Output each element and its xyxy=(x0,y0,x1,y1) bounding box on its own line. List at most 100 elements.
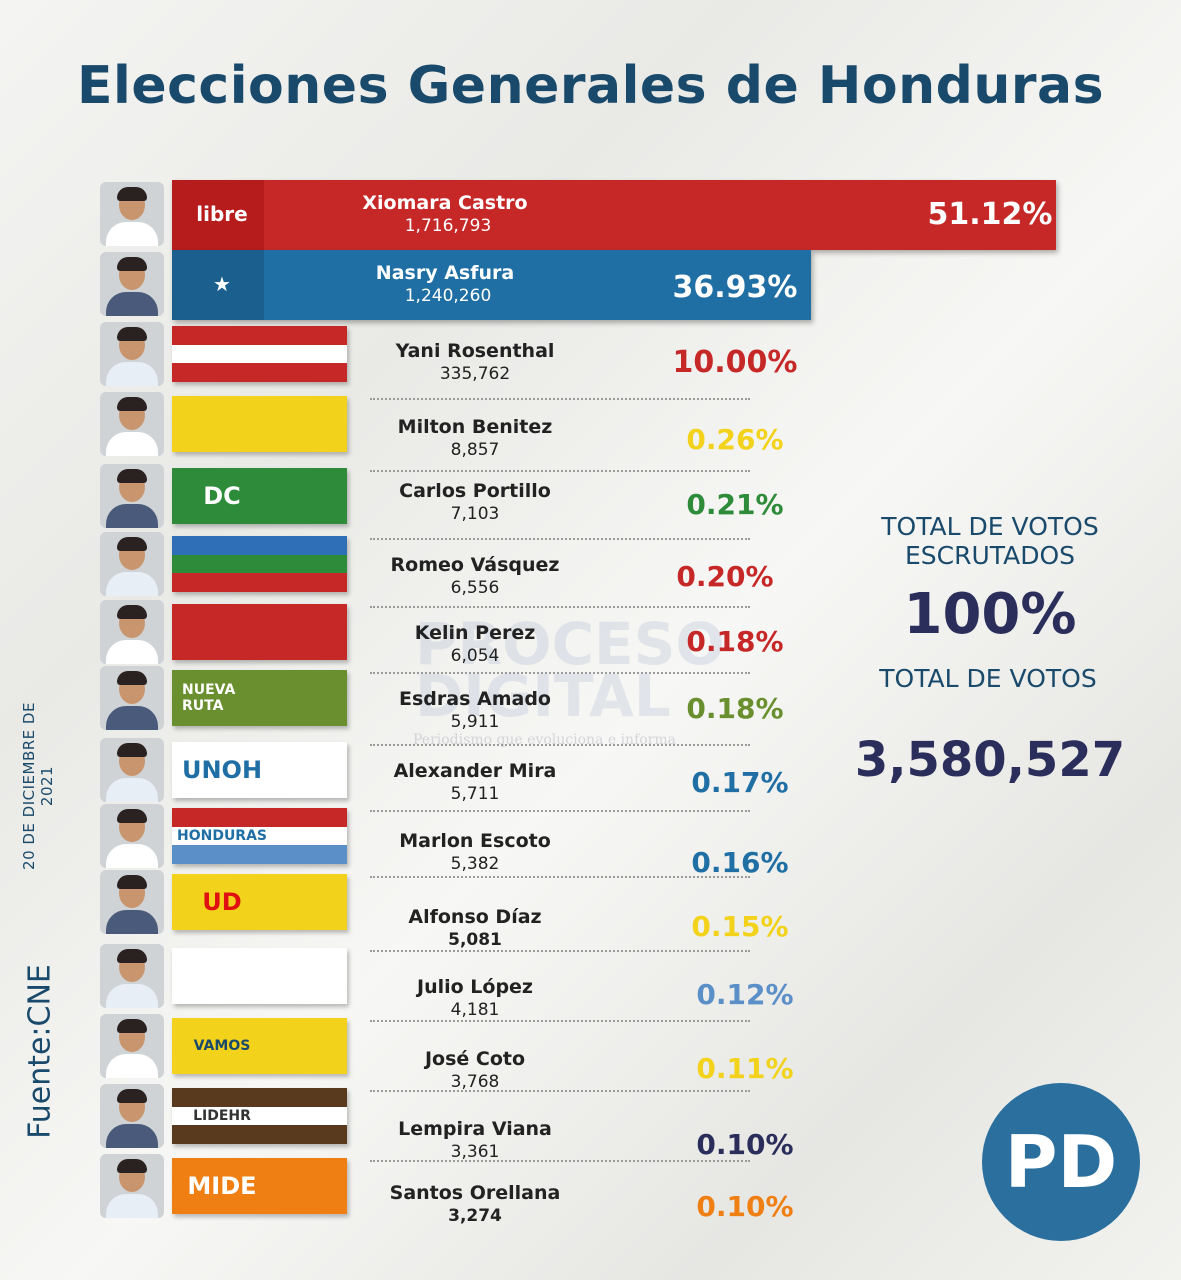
candidate-percent-julio-lopez: 0.12% xyxy=(696,978,794,1011)
party-flag-kelin-perez xyxy=(172,604,347,660)
candidate-name-lempira-viana: Lempira Viana xyxy=(398,1118,552,1140)
candidate-photo-marlon-escoto xyxy=(100,804,164,868)
row-divider xyxy=(370,470,750,472)
candidate-percent-esdras-amado: 0.18% xyxy=(686,692,784,725)
candidate-photo-milton-benitez xyxy=(100,392,164,456)
candidate-votes-julio-lopez: 4,181 xyxy=(450,1000,500,1020)
candidate-percent-xiomara-castro: 51.12% xyxy=(927,197,1053,232)
party-label-lempira-viana: LIDEHR xyxy=(193,1108,251,1124)
watermark-line1: PROCESO xyxy=(415,610,725,678)
party-label-jose-coto: VAMOS xyxy=(193,1038,251,1054)
party-flag-nasry-asfura: ★ xyxy=(172,250,264,320)
row-divider xyxy=(370,672,750,674)
candidate-votes-alfonso-diaz: 5,081 xyxy=(448,930,502,950)
party-flag-milton-benitez xyxy=(172,396,347,452)
candidate-name-esdras-amado: Esdras Amado xyxy=(399,688,551,710)
candidate-votes-santos-orellana: 3,274 xyxy=(448,1206,502,1226)
candidate-photo-esdras-amado xyxy=(100,666,164,730)
candidate-photo-alfonso-diaz xyxy=(100,870,164,934)
candidate-percent-santos-orellana: 0.10% xyxy=(696,1190,794,1223)
party-flag-xiomara-castro: libre xyxy=(172,180,264,250)
party-flag-alfonso-diaz: UD xyxy=(172,874,347,930)
page-title: Elecciones Generales de Honduras xyxy=(76,56,1105,116)
row-divider xyxy=(370,398,750,400)
candidate-name-alfonso-diaz: Alfonso Díaz xyxy=(408,906,542,928)
candidate-photo-nasry-asfura xyxy=(100,252,164,316)
candidate-votes-marlon-escoto: 5,382 xyxy=(450,854,500,874)
candidate-photo-kelin-perez xyxy=(100,600,164,664)
row-divider xyxy=(370,1020,750,1022)
candidate-photo-julio-lopez xyxy=(100,944,164,1008)
candidate-name-milton-benitez: Milton Benitez xyxy=(397,416,553,438)
escrutados-label: TOTAL DE VOTOS ESCRUTADOS xyxy=(881,512,1099,570)
party-flag-lempira-viana: LIDEHR xyxy=(172,1088,347,1144)
candidate-name-santos-orellana: Santos Orellana xyxy=(389,1182,561,1204)
party-label-carlos-portillo: DC xyxy=(203,482,241,510)
candidate-votes-romeo-vasquez: 6,556 xyxy=(450,578,500,598)
party-flag-marlon-escoto: HONDURAS xyxy=(172,808,347,864)
date-label: 20 DE DICIEMBRE DE 2021 xyxy=(20,702,56,870)
candidate-percent-kelin-perez: 0.18% xyxy=(686,625,784,658)
watermark-line2: DIGITAL xyxy=(415,662,671,730)
party-flag-carlos-portillo: DC xyxy=(172,468,347,524)
candidate-photo-jose-coto xyxy=(100,1014,164,1078)
bar-nasry-asfura xyxy=(172,250,811,320)
candidate-percent-carlos-portillo: 0.21% xyxy=(686,488,784,521)
row-divider xyxy=(370,744,750,746)
pd-logo: PD xyxy=(982,1083,1140,1241)
candidate-photo-lempira-viana xyxy=(100,1084,164,1148)
party-label-santos-orellana: MIDE xyxy=(187,1172,257,1200)
candidate-name-kelin-perez: Kelin Perez xyxy=(414,622,536,644)
row-divider xyxy=(370,606,750,608)
candidate-votes-esdras-amado: 5,911 xyxy=(450,712,500,732)
candidate-percent-romeo-vasquez: 0.20% xyxy=(676,560,774,593)
candidate-percent-marlon-escoto: 0.16% xyxy=(691,846,789,879)
candidate-percent-alfonso-diaz: 0.15% xyxy=(691,910,789,943)
candidate-name-jose-coto: José Coto xyxy=(424,1048,526,1070)
candidate-photo-santos-orellana xyxy=(100,1154,164,1218)
party-flag-santos-orellana: MIDE xyxy=(172,1158,347,1214)
bar-xiomara-castro xyxy=(172,180,1057,250)
party-flag-alexander-mira: UNOH xyxy=(172,742,347,798)
party-flag-esdras-amado: NUEVA RUTA xyxy=(172,670,347,726)
candidate-percent-alexander-mira: 0.17% xyxy=(691,766,789,799)
candidate-percent-milton-benitez: 0.26% xyxy=(686,423,784,456)
candidate-votes-milton-benitez: 8,857 xyxy=(450,440,500,460)
candidate-votes-kelin-perez: 6,054 xyxy=(450,646,500,666)
candidate-name-romeo-vasquez: Romeo Vásquez xyxy=(390,554,560,576)
candidate-votes-alexander-mira: 5,711 xyxy=(450,784,500,804)
candidate-percent-jose-coto: 0.11% xyxy=(696,1052,794,1085)
row-divider xyxy=(370,538,750,540)
total-votos-value: 3,580,527 xyxy=(854,732,1126,788)
party-flag-yani-rosenthal xyxy=(172,326,347,382)
candidate-name-nasry-asfura: Nasry Asfura xyxy=(375,262,515,284)
candidate-name-yani-rosenthal: Yani Rosenthal xyxy=(395,340,555,362)
party-label-alexander-mira: UNOH xyxy=(181,756,263,784)
candidate-name-alexander-mira: Alexander Mira xyxy=(393,760,557,782)
party-label-esdras-amado: NUEVA RUTA xyxy=(182,682,236,714)
candidate-photo-xiomara-castro xyxy=(100,182,164,246)
candidate-votes-jose-coto: 3,768 xyxy=(450,1072,500,1092)
candidate-percent-nasry-asfura: 36.93% xyxy=(672,270,798,305)
candidate-photo-romeo-vasquez xyxy=(100,532,164,596)
source-label: Fuente:CNE xyxy=(22,964,58,1139)
row-divider xyxy=(370,810,750,812)
candidate-votes-nasry-asfura: 1,240,260 xyxy=(404,286,492,306)
candidate-name-marlon-escoto: Marlon Escoto xyxy=(399,830,551,852)
candidate-name-xiomara-castro: Xiomara Castro xyxy=(362,192,528,214)
party-label-marlon-escoto: HONDURAS xyxy=(176,828,268,844)
candidate-name-julio-lopez: Julio López xyxy=(417,976,533,998)
party-flag-romeo-vasquez xyxy=(172,536,347,592)
row-divider xyxy=(370,1160,750,1162)
candidate-name-carlos-portillo: Carlos Portillo xyxy=(399,480,551,502)
total-votos-label: TOTAL DE VOTOS xyxy=(879,664,1097,693)
escrutados-value: 100% xyxy=(903,582,1077,647)
row-divider xyxy=(370,950,750,952)
candidate-percent-lempira-viana: 0.10% xyxy=(696,1128,794,1161)
party-label-xiomara-castro: libre xyxy=(196,202,248,226)
row-divider xyxy=(370,876,750,878)
party-flag-julio-lopez xyxy=(172,948,347,1004)
party-label-alfonso-diaz: UD xyxy=(202,888,242,916)
party-label-nasry-asfura: ★ xyxy=(213,272,231,296)
candidate-photo-carlos-portillo xyxy=(100,464,164,528)
